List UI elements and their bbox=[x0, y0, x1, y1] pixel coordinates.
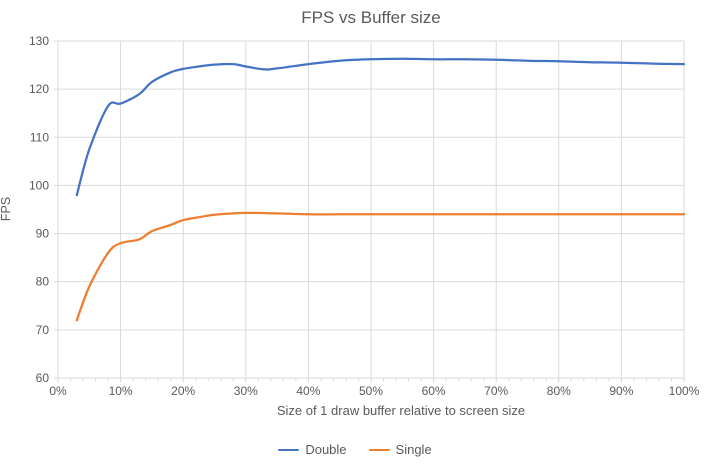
gridlines bbox=[57, 40, 685, 379]
y-tick-label: 60 bbox=[36, 371, 50, 385]
x-tick-label: 60% bbox=[422, 384, 446, 398]
tick-labels: 60 70 80 90 100 110 120 130 0% 10% 20% 30% 40% 50% 60%… bbox=[29, 34, 700, 398]
y-tick-label: 130 bbox=[29, 34, 49, 48]
x-tick-label: 100% bbox=[669, 384, 700, 398]
y-tick-label: 80 bbox=[36, 275, 50, 289]
x-tick-label: 30% bbox=[234, 384, 258, 398]
y-tick-label: 90 bbox=[36, 227, 50, 241]
x-axis-title: Size of 1 draw buffer relative to screen… bbox=[276, 403, 526, 418]
legend-line-double bbox=[278, 448, 300, 452]
y-axis-title: FPS bbox=[0, 196, 13, 222]
y-tick-label: 100 bbox=[29, 178, 49, 192]
chart-legend: Double Single bbox=[0, 441, 710, 459]
y-tick-label: 110 bbox=[30, 130, 49, 144]
y-tick-label: 120 bbox=[29, 82, 49, 96]
legend-label-double: Double bbox=[305, 442, 347, 457]
x-tick-label: 50% bbox=[359, 384, 383, 398]
axis-ticks bbox=[54, 40, 685, 383]
x-tick-label: 80% bbox=[547, 384, 571, 398]
legend-label-single: Single bbox=[395, 442, 432, 457]
series-line-single bbox=[75, 211, 686, 322]
series-lines bbox=[75, 57, 686, 322]
chart-title: FPS vs Buffer size bbox=[301, 8, 441, 27]
x-tick-label: 0% bbox=[49, 384, 67, 398]
x-tick-label: 70% bbox=[484, 384, 508, 398]
legend-item-single: Single bbox=[368, 442, 432, 458]
legend-item-double: Double bbox=[278, 442, 347, 458]
legend-line-single bbox=[368, 448, 390, 452]
x-tick-label: 40% bbox=[296, 384, 320, 398]
series-line-double bbox=[75, 57, 686, 197]
x-tick-label: 10% bbox=[109, 384, 133, 398]
x-tick-label: 20% bbox=[171, 384, 195, 398]
x-tick-label: 90% bbox=[609, 384, 633, 398]
y-tick-label: 70 bbox=[36, 323, 50, 337]
